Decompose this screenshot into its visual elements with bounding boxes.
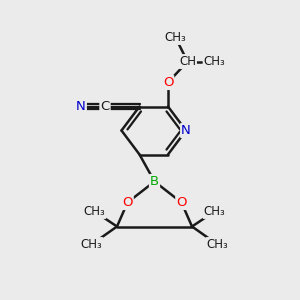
Text: N: N xyxy=(76,100,86,113)
Text: CH₃: CH₃ xyxy=(165,31,186,44)
Text: C: C xyxy=(100,100,109,113)
Text: CH₃: CH₃ xyxy=(84,205,105,218)
Text: CH₃: CH₃ xyxy=(207,238,228,251)
Text: O: O xyxy=(163,76,173,89)
Text: CH₃: CH₃ xyxy=(81,238,102,251)
Text: CH: CH xyxy=(179,55,196,68)
Text: O: O xyxy=(122,196,133,209)
Text: CH₃: CH₃ xyxy=(204,55,225,68)
Text: B: B xyxy=(150,175,159,188)
Text: N: N xyxy=(181,124,191,137)
Text: CH₃: CH₃ xyxy=(204,205,225,218)
Text: O: O xyxy=(176,196,187,209)
